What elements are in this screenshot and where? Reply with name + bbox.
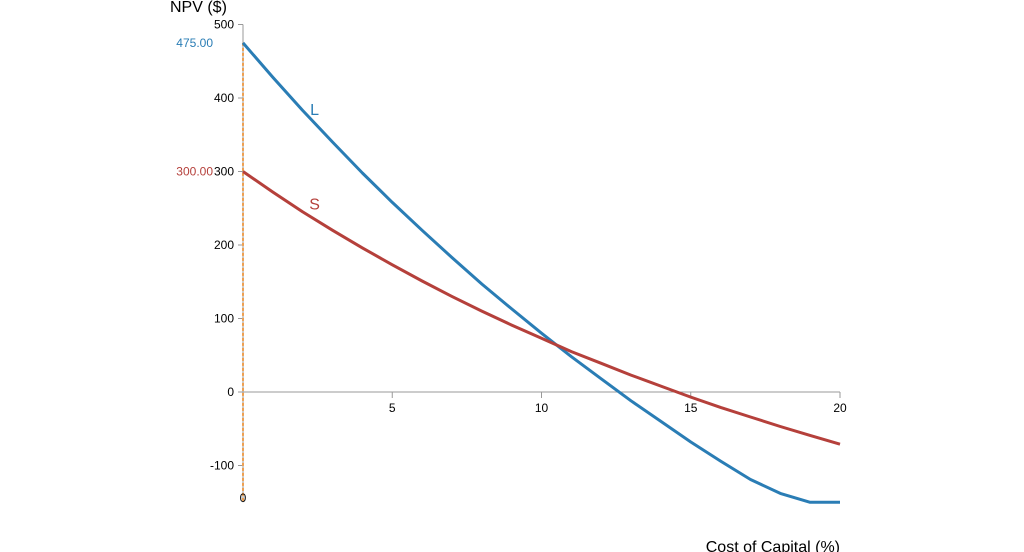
x-tick-label: 15 [684, 401, 698, 415]
intercept-value-label: 475.00 [176, 36, 213, 50]
series-name-label: L [310, 102, 319, 119]
marker-label: 0 [240, 491, 247, 505]
y-tick-label: 300 [214, 165, 234, 179]
x-axis-title: Cost of Capital (%) [706, 539, 840, 552]
y-tick-label: 100 [214, 312, 234, 326]
x-tick-label: 10 [535, 401, 549, 415]
x-tick-label: 5 [389, 401, 396, 415]
y-tick-label: -100 [210, 459, 234, 473]
axes-layer: -100 0 100 200 300 400 500 5 10 15 20 [210, 18, 847, 503]
y-axis-title: NPV ($) [170, 0, 227, 16]
intercept-value-label: 300.00 [176, 165, 213, 179]
marker-layer: 0 [240, 42, 247, 505]
x-tick-label: 20 [833, 401, 847, 415]
y-tick-label: 0 [227, 385, 234, 399]
series-layer [241, 41, 841, 504]
series-name-label: S [309, 196, 320, 213]
y-tick-label: 400 [214, 91, 234, 105]
label-layer: L 475.00 S 300.00 [176, 36, 320, 213]
series-line-L [241, 41, 840, 504]
y-tick-label: 500 [214, 18, 234, 32]
y-tick-label: 200 [214, 238, 234, 252]
series-line-S [242, 170, 841, 446]
